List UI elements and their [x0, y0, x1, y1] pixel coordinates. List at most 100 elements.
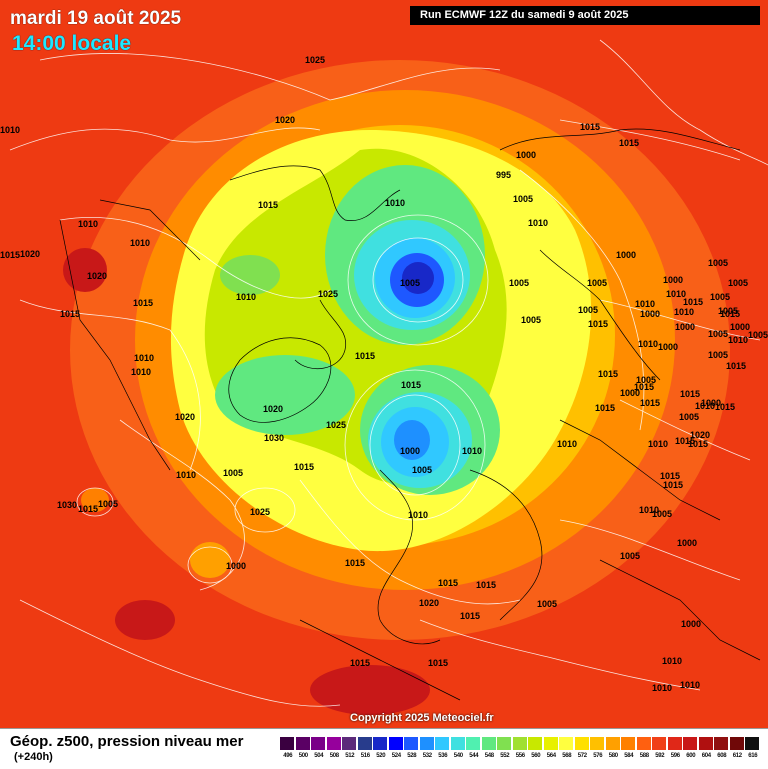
z500-dark-red-sw: [115, 600, 175, 640]
isobar-label: 1000: [663, 275, 683, 285]
isobar-label: 1015: [438, 578, 458, 588]
scale-step: 568: [559, 737, 575, 759]
scale-label: 612: [732, 753, 742, 759]
scale-swatch: [481, 737, 497, 750]
z500-warm-cell2: [81, 488, 109, 512]
isobar-label: 1010: [666, 289, 686, 299]
scale-step: 496: [280, 737, 296, 759]
scale-step: 508: [326, 737, 343, 759]
isobar-label: 1005: [728, 278, 748, 288]
isobar-label: 1020: [20, 249, 40, 259]
scale-label: 580: [608, 753, 618, 759]
isobar-label: 1015: [715, 402, 735, 412]
isobar-label: 1020: [690, 430, 710, 440]
isobar-label: 1015: [401, 380, 421, 390]
isobar-label: 1005: [636, 375, 656, 385]
scale-step: 580: [605, 737, 622, 759]
isobar-label: 1010: [638, 339, 658, 349]
scale-step: 604: [698, 737, 715, 759]
scale-step: 616: [745, 737, 761, 759]
forecast-date-title: mardi 19 août 2025: [10, 8, 182, 29]
isobar-label: 1005: [708, 329, 728, 339]
scale-label: 544: [469, 753, 479, 759]
scale-label: 500: [298, 753, 308, 759]
scale-label: 588: [639, 753, 649, 759]
isobar-label: 1015: [476, 580, 496, 590]
z500-dark-red-s: [310, 665, 430, 715]
scale-step: 592: [652, 737, 668, 759]
isobar-label: 1015: [133, 298, 153, 308]
scale-label: 520: [376, 753, 386, 759]
legend-footer: Géop. z500, pression niveau mer (+240h) …: [0, 728, 768, 769]
isobar-label: 1010: [176, 470, 196, 480]
scale-swatch: [652, 737, 668, 750]
scale-label: 564: [546, 753, 556, 759]
scale-swatch: [388, 737, 404, 750]
isobar-label: 1005: [708, 258, 728, 268]
scale-label: 592: [655, 753, 665, 759]
isobar-label: 1005: [718, 306, 738, 316]
isobar-label: 1025: [305, 55, 325, 65]
scale-swatch: [497, 737, 513, 750]
scale-step: 544: [466, 737, 482, 759]
scale-swatch: [683, 737, 699, 750]
isobar-label: 1010: [557, 439, 577, 449]
scale-step: 564: [543, 737, 560, 759]
scale-step: 600: [683, 737, 699, 759]
isobar-label: 1015: [345, 558, 365, 568]
scale-swatch: [326, 737, 342, 750]
scale-label: 616: [748, 753, 758, 759]
scale-swatch: [667, 737, 683, 750]
legend-title: Géop. z500, pression niveau mer: [10, 733, 244, 750]
isobar-label: 1005: [223, 468, 243, 478]
scale-label: 540: [453, 753, 463, 759]
isobar-label: 1000: [658, 342, 678, 352]
isobar-label: 1005: [412, 465, 432, 475]
isobar-label: 1015: [688, 439, 708, 449]
isobar-lines: [9, 39, 768, 707]
isobar-label: 1005: [587, 278, 607, 288]
isobar-label: 1010: [652, 683, 672, 693]
scale-step: 556: [512, 737, 529, 759]
scale-label: 516: [360, 753, 370, 759]
scale-swatch: [311, 737, 327, 750]
isobar-label: 1015: [294, 462, 314, 472]
isobar-label: 1015: [720, 309, 740, 319]
isobar-label: 1000: [400, 446, 420, 456]
scale-step: 524: [388, 737, 405, 759]
isobar-label: 1025: [250, 507, 270, 517]
z500-green-west: [215, 355, 355, 435]
isobar-label: 1015: [675, 436, 695, 446]
scale-step: 536: [435, 737, 451, 759]
scale-swatch: [590, 737, 606, 750]
z500-red-west: [63, 248, 107, 292]
scale-swatch: [404, 737, 420, 750]
coastlines: [59, 128, 761, 701]
scale-swatch: [512, 737, 528, 750]
isobar-label: 1020: [87, 271, 107, 281]
isobar-label: 1005: [537, 599, 557, 609]
scale-swatch: [342, 737, 358, 750]
scale-swatch: [543, 737, 559, 750]
scale-label: 528: [407, 753, 417, 759]
scale-label: 524: [391, 753, 401, 759]
scale-label: 548: [484, 753, 494, 759]
scale-label: 512: [345, 753, 355, 759]
isobar-label: 1030: [57, 500, 77, 510]
isobar-label: 1015: [350, 658, 370, 668]
isobar-label: 1000: [730, 322, 750, 332]
color-scale: 496 500 504 508 512 516 520 524 528 532 536 540 544 5…: [280, 737, 761, 759]
scale-label: 600: [686, 753, 696, 759]
isobar-label: 1005: [620, 551, 640, 561]
isobar-label: 1000: [677, 538, 697, 548]
isobar-labels: 1025 1020 1010 1015 1020 1010 1015 1010 …: [0, 55, 768, 693]
isobar-label: 1015: [640, 398, 660, 408]
isobar-label: 1020: [419, 598, 439, 608]
isobar-label: 1000: [681, 619, 701, 629]
isobar-label: 1010: [639, 505, 659, 515]
isobar-label: 1010: [131, 367, 151, 377]
scale-swatch: [357, 737, 373, 750]
isobar-label: 1010: [78, 219, 98, 229]
scale-label: 568: [562, 753, 572, 759]
scale-step: 532: [419, 737, 436, 759]
